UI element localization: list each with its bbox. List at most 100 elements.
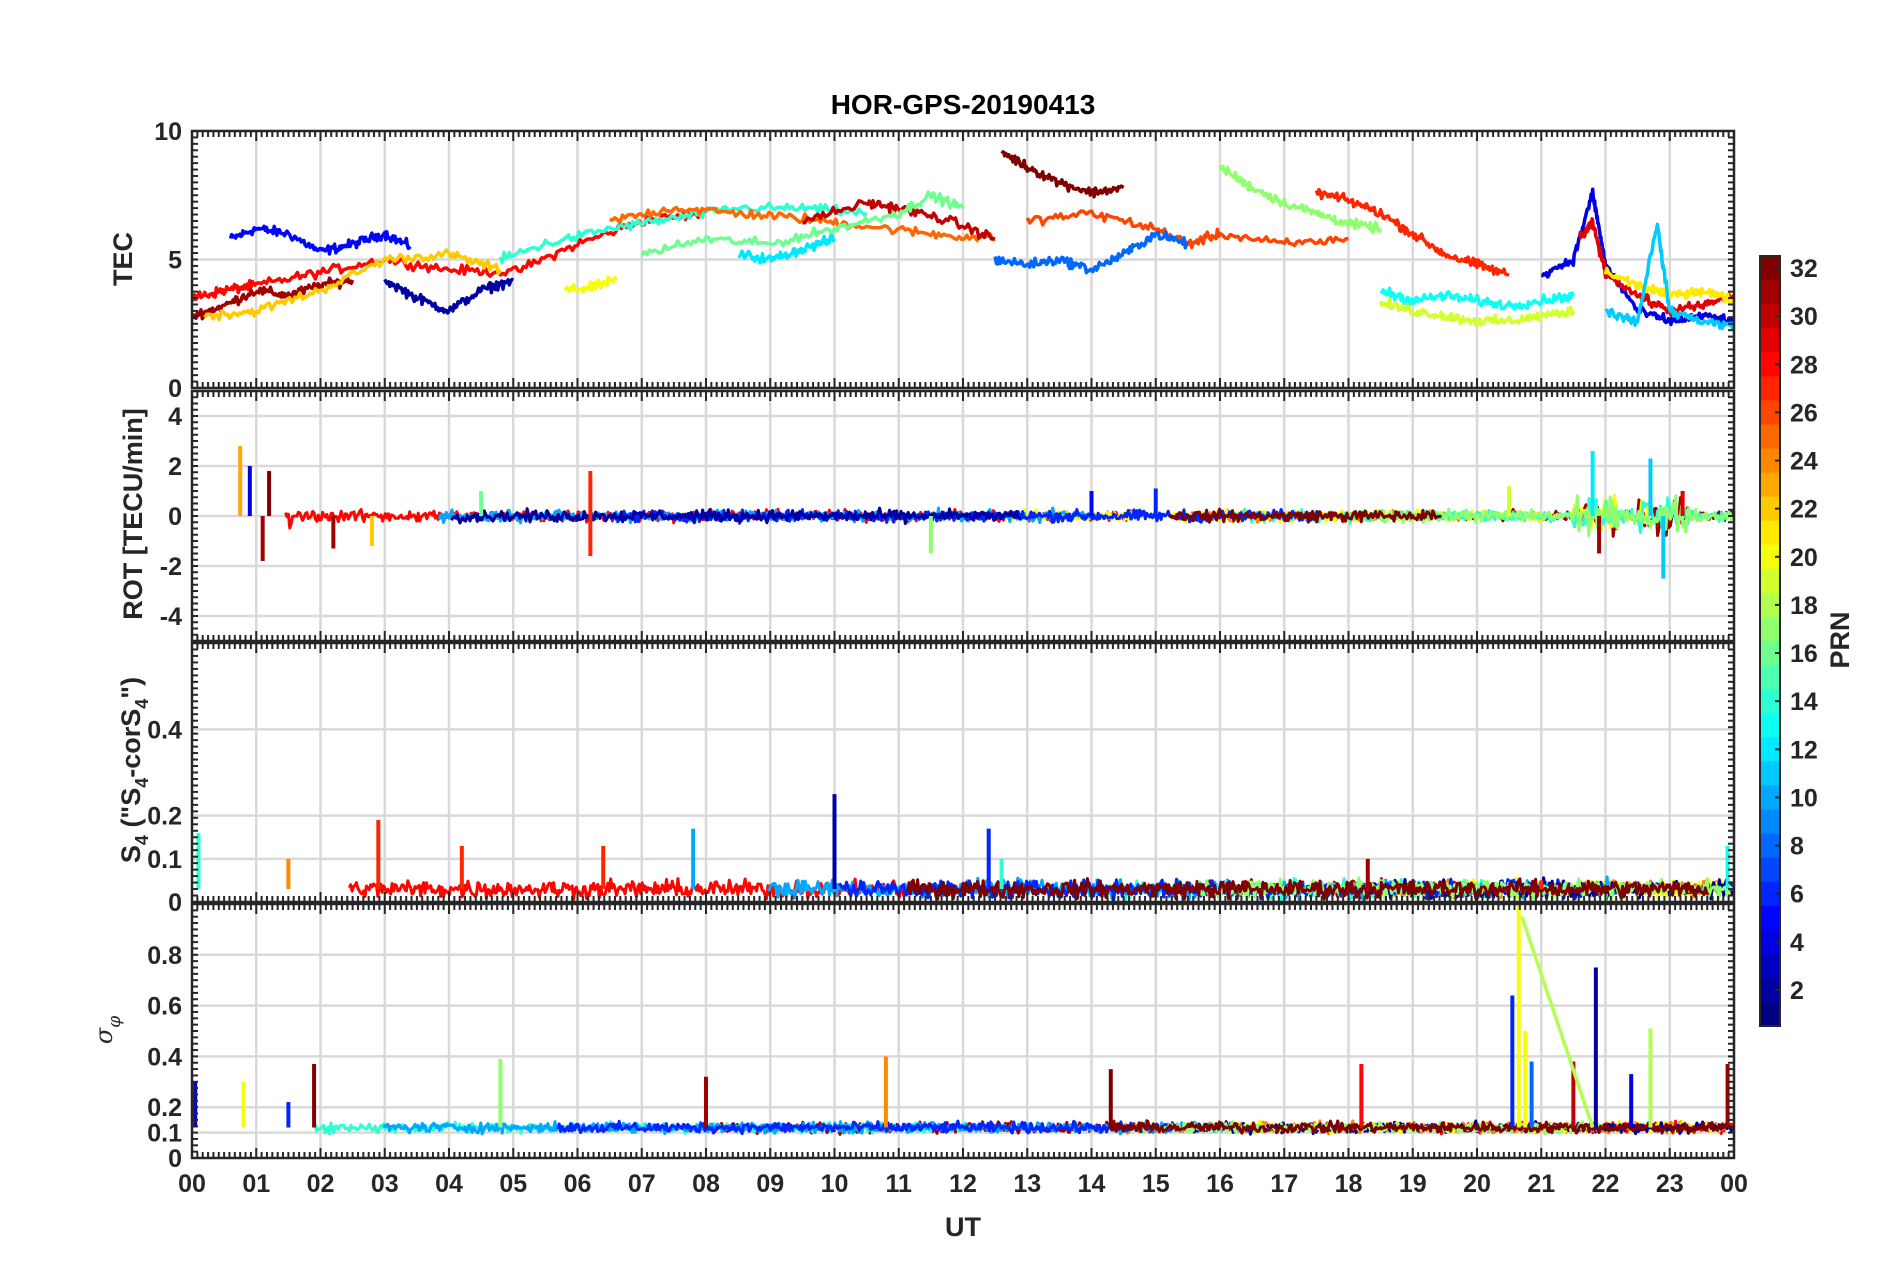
y-tick-label: 4	[168, 403, 182, 431]
grid	[192, 904, 1734, 1158]
colorbar-swatch	[1760, 665, 1780, 690]
colorbar-swatch	[1760, 280, 1780, 305]
x-tick-label: 03	[371, 1170, 399, 1198]
noise-line-prn-10	[382, 1120, 1244, 1136]
y-tick-label: 0.1	[147, 846, 182, 874]
y-tick-label: 10	[154, 118, 182, 146]
colorbar-swatch	[1760, 328, 1780, 353]
x-tick-label: 23	[1656, 1170, 1684, 1198]
colorbar-swatch	[1760, 352, 1780, 377]
panel-s4: 0 0.1 0.2 0.4	[147, 641, 1736, 917]
colorbar-tick-label: 2	[1790, 977, 1804, 1005]
series-line-prn-5	[228, 224, 412, 256]
y-tick-label: -2	[160, 553, 182, 581]
grid	[192, 643, 1734, 902]
colorbar-swatch	[1760, 713, 1780, 738]
colorbar-swatch	[1760, 977, 1780, 1003]
x-tick-labels: 00 01 02 03 04 05 06 07 08 09 10 11 12 13 14 15 16 17 18 19…	[178, 1170, 1748, 1198]
y-tick-label: 0.4	[147, 716, 182, 744]
noise-line-prn-32	[1168, 507, 1443, 524]
colorbar-swatch	[1760, 785, 1780, 810]
noise-line-prn-2	[450, 506, 1022, 526]
x-tick-label: 07	[628, 1170, 656, 1198]
colorbar-label: PRN	[1825, 611, 1855, 668]
colorbar-swatch	[1760, 953, 1780, 979]
colorbar-swatch	[1760, 761, 1780, 786]
colorbar-tick-label: 24	[1790, 448, 1818, 476]
series-line-prn-28	[192, 207, 708, 302]
colorbar-swatch	[1760, 737, 1780, 762]
x-tick-label: 01	[242, 1170, 270, 1198]
x-tick-label: 21	[1527, 1170, 1555, 1198]
x-tick-label: 08	[692, 1170, 720, 1198]
y-tick-label: -4	[160, 603, 182, 631]
series-line-prn-14	[498, 201, 868, 265]
colorbar-swatch	[1760, 448, 1780, 474]
x-tick-label: 11	[886, 1170, 913, 1198]
x-tick-label: 22	[1592, 1170, 1620, 1198]
y-tick-label: 0.2	[147, 803, 182, 831]
colorbar-tick-label: 18	[1790, 592, 1818, 620]
colorbar-tick-label: 20	[1790, 544, 1818, 572]
series-line-prn-25	[609, 205, 996, 243]
colorbar-swatch	[1760, 304, 1780, 329]
y-tick-label: 0.8	[147, 942, 182, 970]
series-group	[192, 149, 1734, 331]
series-line-prn-21	[1603, 266, 1734, 305]
noise-line-prn-17	[1372, 494, 1734, 537]
series-line-prn-22	[203, 248, 502, 322]
colorbar-swatch	[1760, 424, 1780, 449]
colorbar-swatch	[1760, 496, 1780, 522]
panel-rot: -4 -2 0 2 4	[160, 389, 1736, 643]
colorbar-tick-label: 14	[1790, 688, 1818, 716]
colorbar-tick-label: 28	[1790, 351, 1818, 379]
y-tick-label: 0.1	[147, 1120, 182, 1148]
colorbar-swatch	[1760, 809, 1780, 834]
x-tick-label: 02	[307, 1170, 335, 1198]
series-line-prn-2	[383, 277, 515, 315]
grid	[192, 131, 1734, 388]
series-line-prn-17	[1218, 164, 1383, 235]
y-axis-label-tec: TEC	[108, 232, 138, 286]
colorbar-frame	[1759, 255, 1781, 1027]
colorbar-tick-label: 30	[1790, 303, 1818, 331]
series-line-prn-20	[563, 275, 618, 294]
colorbar-tick-label: 16	[1790, 640, 1818, 668]
y-tick-label: 0.4	[147, 1043, 182, 1071]
chart-title: HOR-GPS-20190413	[831, 89, 1096, 120]
y-tick-label: 0	[168, 1145, 182, 1173]
x-tick-label: 05	[499, 1170, 527, 1198]
y-tick-label: 2	[168, 453, 182, 481]
colorbar-swatch	[1760, 592, 1780, 618]
y-ticks	[192, 130, 1734, 389]
colorbar-swatch	[1760, 833, 1780, 859]
colorbar-swatch	[1760, 881, 1780, 907]
x-tick-label: 17	[1270, 1170, 1298, 1198]
x-tick-label: 10	[821, 1170, 849, 1198]
colorbar-tick-label: 26	[1790, 399, 1818, 427]
x-tick-label: 04	[435, 1170, 463, 1198]
x-ticks	[191, 391, 1735, 641]
colorbar-swatch	[1760, 472, 1780, 498]
x-tick-label: 00	[178, 1170, 206, 1198]
series-line-prn-29	[1578, 217, 1734, 317]
colorbar-swatch	[1760, 520, 1780, 546]
colorbar-tick-label: 6	[1790, 881, 1804, 909]
series-line-prn-31	[192, 276, 355, 321]
colorbar-tick-label: 4	[1790, 929, 1804, 957]
x-tick-label: 15	[1142, 1170, 1170, 1198]
segment-prn-18	[1520, 916, 1595, 1129]
y-tick-label: 0	[168, 889, 182, 917]
series-line-prn-11	[1604, 222, 1734, 331]
series-line-prn-16	[640, 190, 965, 257]
x-tick-label: 09	[756, 1170, 784, 1198]
y-axis-label-s4: S4 ("S4-corS4")	[116, 677, 152, 863]
panel-sigma_phi: 00.10.2 0.4 0.6 0.8	[147, 902, 1736, 1173]
colorbar-swatch	[1760, 544, 1780, 570]
y-tick-label: 0.6	[147, 993, 182, 1021]
y-axis-label-rot: ROT [TECU/min]	[118, 408, 148, 619]
series-line-prn-32	[1000, 149, 1125, 199]
x-tick-label: 00	[1720, 1170, 1748, 1198]
